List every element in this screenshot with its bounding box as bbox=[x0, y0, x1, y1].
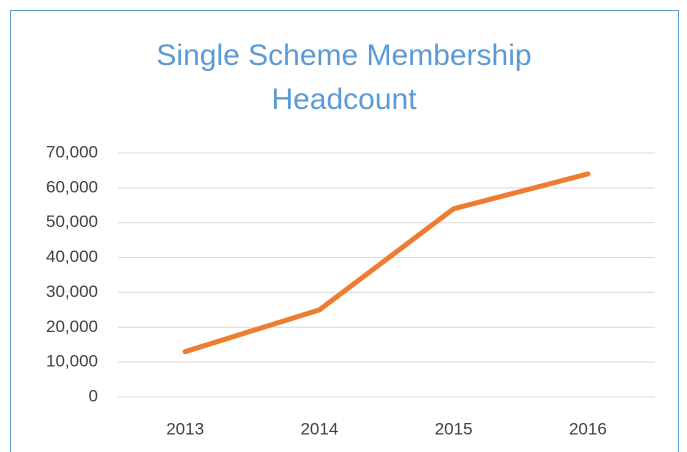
y-tick-label: 10,000 bbox=[46, 352, 98, 371]
chart-title: Single Scheme Membership Headcount bbox=[156, 39, 532, 116]
x-tick-label: 2014 bbox=[300, 419, 338, 438]
y-tick-label: 30,000 bbox=[46, 282, 98, 301]
x-tick-label: 2015 bbox=[435, 419, 473, 438]
x-tick-label: 2016 bbox=[569, 419, 607, 438]
y-tick-label: 50,000 bbox=[46, 212, 98, 231]
chart-border bbox=[10, 10, 679, 452]
y-tick-label: 70,000 bbox=[46, 142, 98, 161]
line-series bbox=[182, 171, 591, 355]
y-tick-label: 20,000 bbox=[46, 317, 98, 336]
y-tick-label: 60,000 bbox=[46, 177, 98, 196]
x-tick-label: 2013 bbox=[166, 419, 204, 438]
y-tick-label: 40,000 bbox=[46, 247, 98, 266]
y-tick-label: 0 bbox=[89, 386, 98, 405]
